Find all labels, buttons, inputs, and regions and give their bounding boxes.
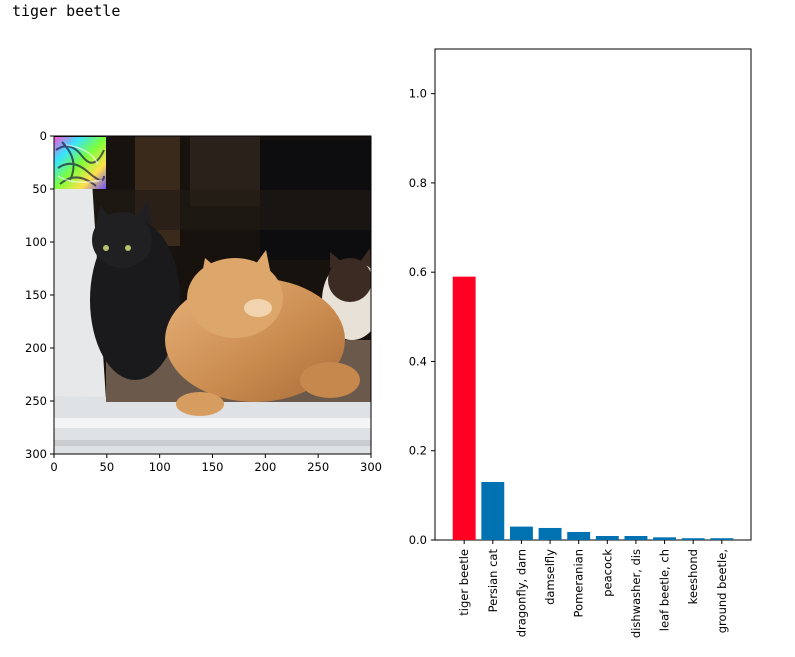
image-x-tick-label: 200 [254, 460, 276, 474]
bar-x-tick-label: Persian cat [486, 549, 500, 613]
bar [452, 276, 476, 540]
bar-x-tick-label: dragonfly, darn [514, 549, 528, 637]
bar-x-tick-label: ground beetle, [715, 549, 729, 633]
bar [653, 537, 677, 540]
bar-y-tick-label: 1.0 [409, 87, 427, 101]
image-x-tick-label: 150 [202, 460, 224, 474]
image-y-tick-label: 50 [32, 182, 47, 196]
image-x-tick-label: 100 [149, 460, 171, 474]
bar [509, 526, 533, 540]
image-x-tick-label: 0 [50, 460, 57, 474]
bar-chart: 0.0 0.2 0.4 0.6 0.8 1.0 tiger beetle Persian c… [409, 48, 752, 638]
bar-y-axis: 0.0 0.2 0.4 0.6 0.8 1.0 [409, 87, 435, 547]
image-y-tick-label: 200 [25, 341, 47, 355]
bar-y-tick-label: 0.2 [409, 444, 427, 458]
bar-x-tick-label: tiger beetle [457, 549, 471, 616]
image-y-tick-label: 100 [25, 235, 47, 249]
bar-x-tick-label: keeshond [686, 549, 700, 604]
bar [624, 535, 648, 540]
bar-x-tick-label: damselfly [543, 549, 557, 605]
bar-y-tick-label: 0.8 [409, 176, 427, 190]
bar-x-tick-label: leaf beetle, ch [658, 549, 672, 631]
bar [595, 535, 619, 540]
bar-chart-frame [434, 48, 752, 541]
bar-x-axis: tiger beetle Persian cat dragonfly, darn da… [457, 540, 729, 638]
bar-x-tick-label: Pomeranian [572, 549, 586, 617]
output-title: tiger beetle [12, 2, 121, 20]
bar-x-tick-label: dishwasher, dis [629, 549, 643, 638]
cat-photo [54, 136, 371, 454]
bar-y-tick-label: 0.0 [409, 533, 427, 547]
bar [567, 531, 591, 540]
image-y-tick-label: 0 [40, 129, 47, 143]
image-x-tick-label: 250 [307, 460, 329, 474]
bar [710, 538, 734, 540]
bar-y-tick-label: 0.6 [409, 265, 427, 279]
bar-x-tick-label: peacock [600, 549, 614, 597]
image-y-tick-label: 250 [25, 394, 47, 408]
bar-y-tick-label: 0.4 [409, 354, 427, 368]
bar-series [452, 276, 734, 540]
image-y-tick-label: 150 [25, 288, 47, 302]
bar [481, 481, 505, 540]
image-y-tick-label: 300 [25, 447, 47, 461]
bar [681, 538, 705, 540]
image-x-tick-label: 300 [360, 460, 382, 474]
image-x-tick-label: 50 [100, 460, 115, 474]
bar [538, 527, 562, 540]
